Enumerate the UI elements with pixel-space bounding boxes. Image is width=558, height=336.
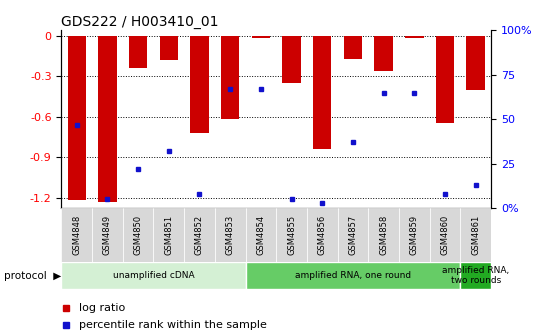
Text: GSM4858: GSM4858 [379, 215, 388, 255]
Text: GSM4852: GSM4852 [195, 215, 204, 255]
Bar [399, 208, 430, 262]
Text: log ratio: log ratio [79, 303, 125, 312]
Text: GSM4848: GSM4848 [72, 215, 81, 255]
Text: GSM4851: GSM4851 [164, 215, 174, 255]
Bar [92, 208, 123, 262]
Text: percentile rank within the sample: percentile rank within the sample [79, 320, 266, 330]
Bar [282, 36, 301, 83]
Text: GSM4859: GSM4859 [410, 215, 419, 255]
Bar [252, 36, 270, 38]
Text: protocol  ▶: protocol ▶ [4, 270, 61, 281]
Bar [307, 208, 338, 262]
Text: GSM4860: GSM4860 [440, 215, 450, 255]
Bar [153, 208, 184, 262]
Bar [374, 36, 393, 71]
Bar [61, 262, 246, 289]
Text: GSM4853: GSM4853 [225, 215, 235, 255]
Bar [368, 208, 399, 262]
Bar [338, 208, 368, 262]
Bar [436, 36, 454, 123]
Bar [460, 262, 491, 289]
Text: amplified RNA,
two rounds: amplified RNA, two rounds [442, 266, 509, 285]
Bar [123, 208, 153, 262]
Bar [405, 36, 424, 38]
Text: GSM4850: GSM4850 [133, 215, 143, 255]
Bar [313, 36, 331, 149]
Bar [68, 36, 86, 200]
Bar [221, 36, 239, 119]
Bar [430, 208, 460, 262]
Bar [276, 208, 307, 262]
Text: GSM4857: GSM4857 [348, 215, 358, 255]
Text: GSM4849: GSM4849 [103, 215, 112, 255]
Text: GSM4855: GSM4855 [287, 215, 296, 255]
Text: GSM4856: GSM4856 [318, 215, 327, 255]
Text: amplified RNA, one round: amplified RNA, one round [295, 271, 411, 280]
Text: unamplified cDNA: unamplified cDNA [113, 271, 194, 280]
Bar [246, 262, 460, 289]
Bar [466, 36, 485, 90]
Bar [460, 208, 491, 262]
Bar [98, 36, 117, 202]
Bar [190, 36, 209, 133]
Text: GSM4854: GSM4854 [256, 215, 266, 255]
Bar [184, 208, 215, 262]
Bar [61, 208, 92, 262]
Bar [215, 208, 246, 262]
Bar [160, 36, 178, 60]
Text: GDS222 / H003410_01: GDS222 / H003410_01 [61, 15, 219, 29]
Bar [344, 36, 362, 58]
Bar [246, 208, 276, 262]
Text: GSM4861: GSM4861 [471, 215, 480, 255]
Bar [129, 36, 147, 68]
